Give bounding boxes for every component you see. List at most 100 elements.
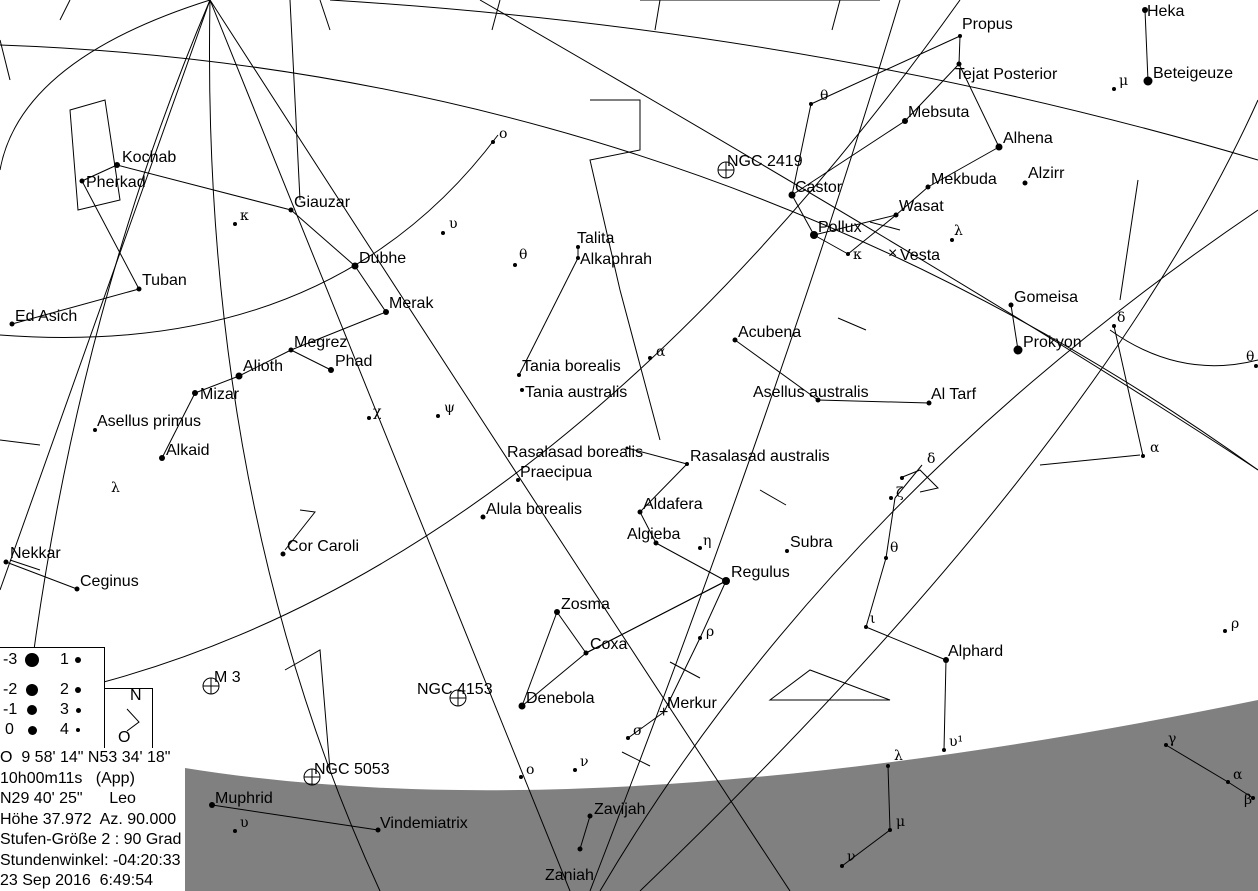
- star-label[interactable]: Tuban: [142, 272, 187, 289]
- star-label[interactable]: Mizar: [200, 386, 240, 403]
- greek-star-label[interactable]: χ: [373, 404, 382, 420]
- greek-star-label[interactable]: ζ: [896, 485, 904, 501]
- greek-star-label[interactable]: θ: [519, 247, 527, 263]
- greek-star-label[interactable]: μ: [896, 814, 905, 830]
- greek-star-label[interactable]: ι: [870, 611, 876, 627]
- star-label[interactable]: Subra: [790, 534, 833, 551]
- star-label[interactable]: Alzirr: [1028, 165, 1065, 182]
- star-dot[interactable]: [1013, 345, 1023, 355]
- star-label[interactable]: Pollux: [818, 219, 862, 236]
- greek-star-label[interactable]: λ: [111, 480, 120, 496]
- star-dot[interactable]: [950, 238, 954, 242]
- star-label[interactable]: Aldafera: [643, 496, 703, 513]
- star-label[interactable]: Mekbuda: [931, 171, 997, 188]
- star-label[interactable]: Prokyon: [1023, 334, 1082, 351]
- star-dot[interactable]: [280, 551, 286, 557]
- star-dot[interactable]: [1143, 76, 1153, 86]
- greek-star-label[interactable]: α: [1150, 440, 1160, 456]
- star-dot[interactable]: [576, 245, 580, 249]
- deep-sky-label[interactable]: M 3: [214, 669, 241, 686]
- asteroid-x-icon[interactable]: ×: [888, 245, 897, 262]
- greek-star-label[interactable]: κ: [240, 208, 249, 224]
- star-dot[interactable]: [886, 764, 890, 768]
- greek-star-label[interactable]: β: [1244, 792, 1252, 808]
- solar-system-label[interactable]: Merkur: [667, 695, 717, 712]
- star-dot[interactable]: [884, 556, 888, 560]
- star-label[interactable]: Regulus: [731, 564, 790, 581]
- star-dot[interactable]: [648, 356, 652, 360]
- star-dot[interactable]: [1112, 87, 1116, 91]
- star-label[interactable]: Castor: [795, 179, 843, 196]
- cluster-icon[interactable]: [717, 161, 735, 179]
- star-dot[interactable]: [900, 476, 904, 480]
- star-dot[interactable]: [815, 397, 821, 403]
- star-dot[interactable]: [583, 650, 589, 656]
- greek-star-label[interactable]: ψ: [444, 400, 455, 416]
- star-label[interactable]: Giauzar: [294, 194, 351, 211]
- star-dot[interactable]: [864, 625, 868, 629]
- star-dot[interactable]: [554, 609, 560, 615]
- star-label[interactable]: Vindemiatrix: [380, 815, 468, 832]
- star-label[interactable]: Muphrid: [215, 790, 273, 807]
- greek-star-label[interactable]: ρ: [706, 624, 714, 640]
- star-label[interactable]: Beteigeuze: [1153, 65, 1233, 82]
- star-dot[interactable]: [1223, 629, 1227, 633]
- star-dot[interactable]: [9, 321, 15, 327]
- star-dot[interactable]: [235, 372, 243, 380]
- greek-star-label[interactable]: κ: [853, 247, 862, 263]
- star-dot[interactable]: [79, 178, 85, 184]
- star-dot[interactable]: [491, 140, 495, 144]
- greek-star-label[interactable]: θ: [1246, 349, 1254, 365]
- star-dot[interactable]: [288, 347, 294, 353]
- star-dot[interactable]: [943, 657, 949, 663]
- star-dot[interactable]: [520, 388, 524, 392]
- star-dot[interactable]: [328, 367, 334, 373]
- star-dot[interactable]: [888, 828, 892, 832]
- star-label[interactable]: Mebsuta: [908, 104, 969, 121]
- star-dot[interactable]: [192, 390, 198, 396]
- star-label[interactable]: Dubhe: [359, 250, 406, 267]
- star-dot[interactable]: [625, 446, 629, 450]
- star-dot[interactable]: [1164, 743, 1168, 747]
- star-dot[interactable]: [942, 748, 946, 752]
- star-label[interactable]: Heka: [1147, 3, 1184, 20]
- star-dot[interactable]: [516, 478, 520, 482]
- star-dot[interactable]: [732, 337, 738, 343]
- star-label[interactable]: Kochab: [122, 149, 176, 166]
- greek-star-label[interactable]: σ: [633, 723, 643, 739]
- star-label[interactable]: Wasat: [899, 198, 944, 215]
- greek-star-label[interactable]: υ: [449, 216, 458, 232]
- star-dot[interactable]: [893, 212, 899, 218]
- star-label[interactable]: Talita: [577, 230, 614, 247]
- star-dot[interactable]: [518, 702, 526, 710]
- star-dot[interactable]: [1251, 796, 1255, 800]
- star-dot[interactable]: [436, 414, 440, 418]
- star-dot[interactable]: [995, 143, 1003, 151]
- star-dot[interactable]: [1142, 7, 1148, 13]
- greek-star-label[interactable]: θ: [820, 88, 828, 104]
- star-dot[interactable]: [840, 864, 844, 868]
- star-dot[interactable]: [1022, 180, 1028, 186]
- star-dot[interactable]: [114, 162, 120, 168]
- star-label[interactable]: Gomeisa: [1014, 289, 1078, 306]
- star-dot[interactable]: [233, 222, 237, 226]
- star-dot[interactable]: [577, 846, 583, 852]
- star-label[interactable]: Zosma: [561, 596, 610, 613]
- greek-star-label[interactable]: υ: [240, 815, 249, 831]
- star-dot[interactable]: [480, 514, 486, 520]
- deep-sky-label[interactable]: NGC 5053: [314, 761, 390, 778]
- star-dot[interactable]: [685, 462, 689, 466]
- star-dot[interactable]: [93, 428, 97, 432]
- star-dot[interactable]: [810, 231, 818, 239]
- greek-star-label[interactable]: η: [703, 533, 711, 549]
- star-label[interactable]: Tania borealis: [522, 358, 621, 375]
- star-label[interactable]: Cor Caroli: [287, 538, 359, 555]
- star-label[interactable]: Nekkar: [10, 545, 61, 562]
- star-dot[interactable]: [1226, 780, 1230, 784]
- star-dot[interactable]: [136, 286, 142, 292]
- solar-system-label[interactable]: Vesta: [900, 247, 940, 264]
- deep-sky-label[interactable]: NGC 2419: [727, 153, 803, 170]
- star-dot[interactable]: [587, 813, 593, 819]
- star-label[interactable]: Rasalasad australis: [690, 448, 830, 465]
